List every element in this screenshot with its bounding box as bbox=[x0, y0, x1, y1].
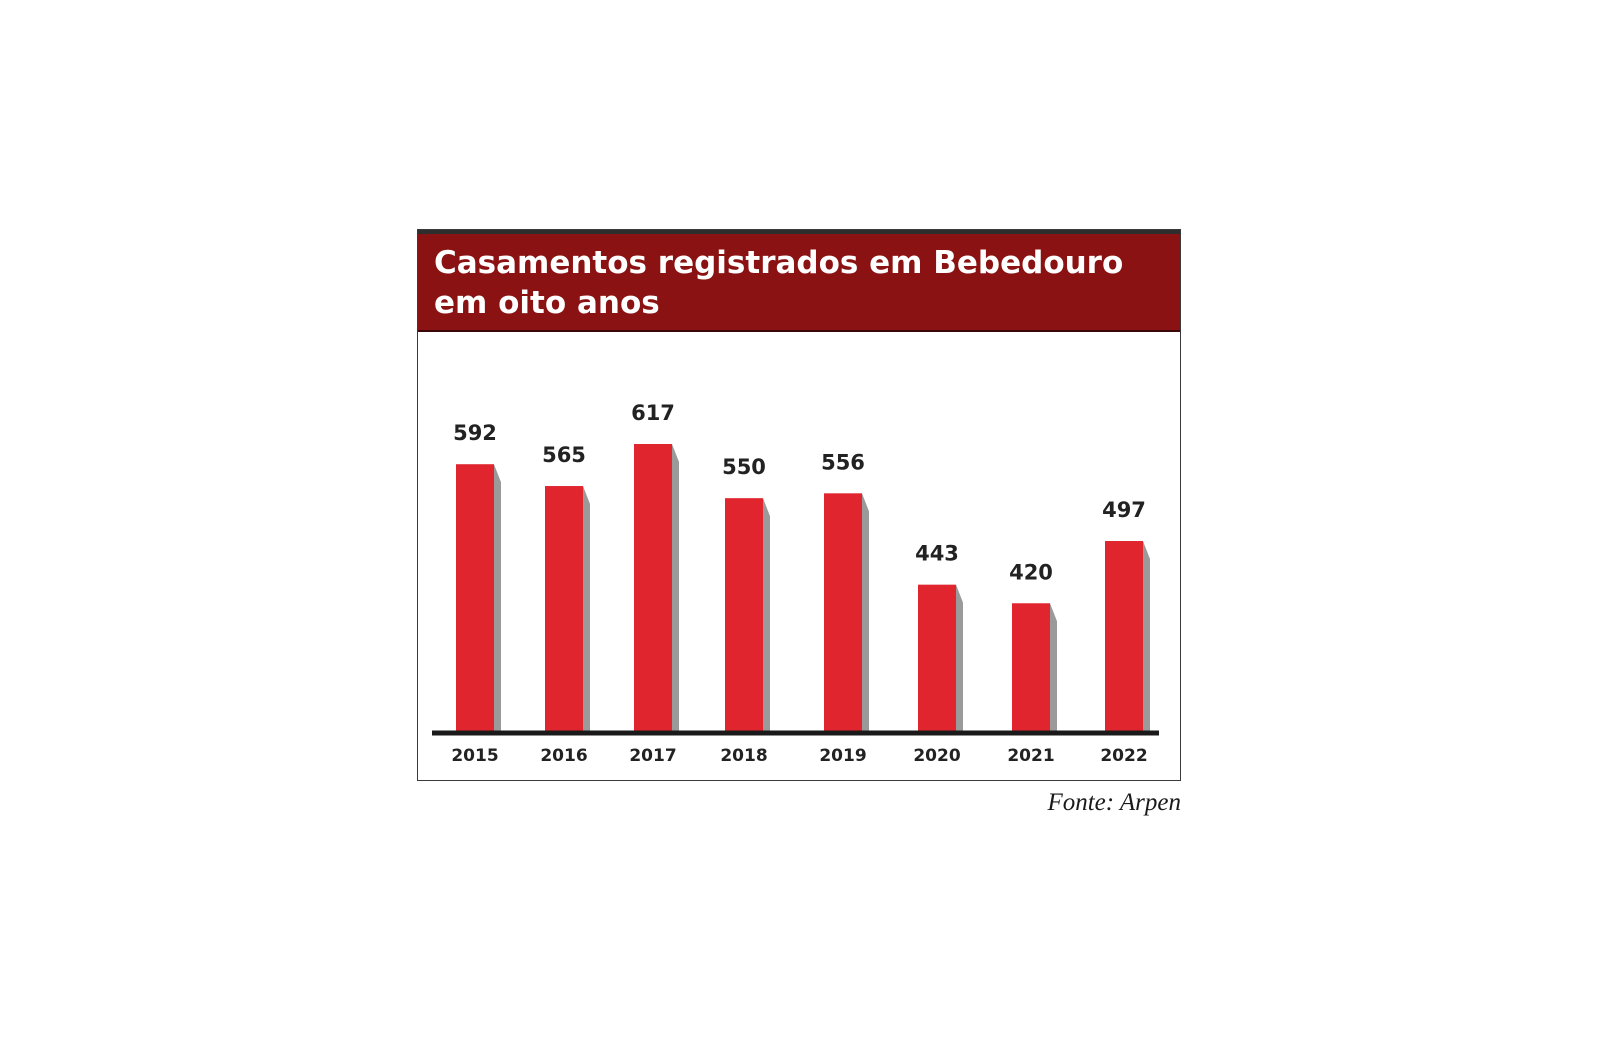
x-tick-label-2015: 2015 bbox=[451, 746, 498, 766]
bar-2016 bbox=[545, 486, 583, 731]
x-tick-label-2019: 2019 bbox=[819, 746, 866, 766]
value-label-2016: 565 bbox=[542, 443, 586, 467]
value-label-2021: 420 bbox=[1009, 560, 1053, 584]
bar-shadow-2021 bbox=[1050, 603, 1057, 731]
labels-layer: 592 2015 565 2016 617 2017 550 2018 556 2019 443 20… bbox=[451, 401, 1147, 766]
x-tick-label-2021: 2021 bbox=[1007, 746, 1054, 766]
bar-shadow-2016 bbox=[583, 486, 590, 731]
bar-2021 bbox=[1012, 603, 1050, 731]
bar-2015 bbox=[456, 464, 494, 731]
source-note: Fonte: Arpen bbox=[1047, 789, 1181, 816]
title-bar: Casamentos registrados em Bebedouro em o… bbox=[418, 230, 1180, 332]
value-label-2020: 443 bbox=[915, 542, 959, 566]
value-label-2019: 556 bbox=[821, 450, 865, 474]
x-tick-label-2018: 2018 bbox=[720, 746, 767, 766]
value-label-2022: 497 bbox=[1102, 498, 1146, 522]
bars-layer bbox=[456, 444, 1150, 731]
x-tick-label-2020: 2020 bbox=[913, 746, 960, 766]
bar-2020 bbox=[918, 584, 956, 731]
bar-2019 bbox=[824, 493, 862, 731]
x-tick-label-2022: 2022 bbox=[1100, 746, 1147, 766]
bar-2018 bbox=[725, 498, 763, 731]
x-tick-label-2017: 2017 bbox=[629, 746, 676, 766]
bar-shadow-2017 bbox=[672, 444, 679, 731]
value-label-2018: 550 bbox=[722, 455, 766, 479]
value-label-2017: 617 bbox=[631, 401, 675, 425]
bar-shadow-2022 bbox=[1143, 541, 1150, 731]
bar-shadow-2015 bbox=[494, 464, 501, 731]
chart-frame: Casamentos registrados em Bebedouro em o… bbox=[417, 229, 1181, 781]
bar-shadow-2018 bbox=[763, 498, 770, 731]
value-label-2015: 592 bbox=[453, 421, 497, 445]
bar-shadow-2020 bbox=[956, 584, 963, 731]
x-tick-label-2016: 2016 bbox=[540, 746, 587, 766]
bar-2017 bbox=[634, 444, 672, 731]
bar-shadow-2019 bbox=[862, 493, 869, 731]
chart-title: Casamentos registrados em Bebedouro em o… bbox=[434, 245, 1124, 321]
bar-2022 bbox=[1105, 541, 1143, 731]
